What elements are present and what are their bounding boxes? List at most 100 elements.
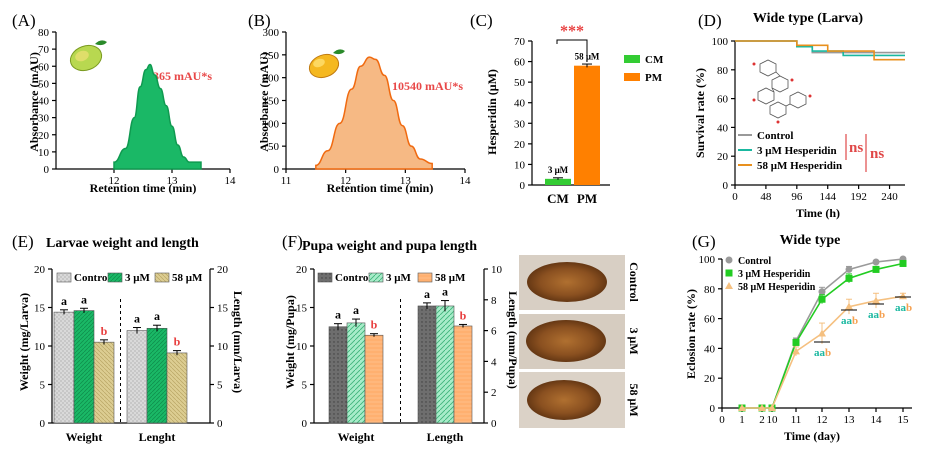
panel-d-label: (D) (698, 11, 722, 30)
panel-c-bar-cm (545, 178, 571, 185)
panel-e: (E) Larvae weight and length Weight (mg/… (12, 232, 245, 393)
panel-g-sig-letter: a (847, 315, 853, 327)
panel-d-xtick-label: 192 (850, 191, 867, 203)
panel-b-xtick-label: 13 (400, 175, 412, 187)
panel-e-sig-letter: a (81, 292, 87, 306)
panel-b-xlabel: Retention time (min) (327, 181, 434, 195)
panel-e-category-label: Weight (66, 430, 103, 444)
panel-e-sig-letter: b (101, 324, 108, 338)
panel-c-ytick-label: 60 (514, 57, 526, 69)
panel-g-ylabel: Eclosion rate (%) (684, 289, 698, 379)
panel-g-title: Wide type (780, 233, 841, 248)
panel-g-xlabel: Time (day) (784, 429, 840, 443)
panel-b-ytick-label: 250 (263, 50, 280, 62)
panel-d-ytick-label: 0 (723, 180, 729, 192)
panel-d-legend-label: 3 μM Hesperidin (757, 145, 837, 157)
panel-f-bar-length-0 (417, 305, 437, 424)
panel-f-ytick-right-label: 10 (491, 264, 503, 276)
pupa-photos: Control 3 μM 58 μM (519, 255, 641, 428)
panel-g-sig-letter: b (879, 309, 885, 321)
panel-a: (A) Absorbance (mAU) Retention time (min… (12, 11, 212, 195)
panel-a-ylabel: Absorbance (mAU) (27, 52, 41, 152)
panel-c-legend-swatch (624, 55, 640, 63)
panel-f-bar-weight-1 (346, 322, 366, 424)
pupa-label-3um: 3 μM (627, 327, 641, 354)
panel-d-xtick-label: 96 (791, 191, 803, 203)
panel-e-ytick-right-label: 5 (217, 380, 223, 392)
panel-f-legend-label: 3 μM (386, 272, 411, 284)
panel-g-sig-letters: aab (895, 302, 912, 314)
pupa-label-58um: 58 μM (627, 383, 641, 416)
panel-d-title: Wide type (Larva) (753, 11, 864, 26)
panel-a-xtick-label: 13 (167, 175, 179, 187)
panel-e-legend-label: Control (74, 272, 110, 284)
panel-a-peak-area (113, 63, 202, 170)
panel-a-ytick-label: 0 (44, 164, 50, 176)
panel-d-ytick-label: 60 (717, 94, 729, 106)
panel-d-xtick-label: 48 (760, 191, 772, 203)
panel-g-sig-letter: a (901, 302, 907, 314)
panel-f-ylabel: Weight (mg/Pupa) (283, 295, 297, 389)
panel-g-point (845, 265, 853, 273)
panel-g-legend-label: Control (738, 256, 771, 267)
panel-g-xtick-label: 10 (767, 414, 779, 426)
panel-e-ytick-label: 5 (40, 380, 46, 392)
panel-a-ytick-label: 30 (38, 113, 50, 125)
panel-g-label: (G) (692, 232, 716, 251)
panel-e-sig-letter: a (61, 294, 67, 308)
panel-a-ytick-label: 40 (38, 96, 50, 108)
panel-f-ytick-label: 5 (302, 380, 308, 392)
panel-a-annotation: 1365 mAU*s (147, 69, 212, 83)
panel-c: (C) Hesperidin (μM) *** (470, 11, 588, 155)
panel-f-category-label: Length (427, 430, 464, 444)
panel-e-title: Larvae weight and length (46, 236, 199, 251)
panel-c-legend-swatch (624, 73, 640, 81)
panel-a-ytick-label: 80 (38, 27, 50, 39)
panel-f-bar-length-2 (453, 325, 473, 424)
panel-c-ylabel: Hesperidin (μM) (485, 69, 499, 155)
panel-f-sig-letter: b (371, 318, 378, 332)
pupa-label-control: Control (627, 262, 641, 302)
panel-b-ytick-label: 100 (263, 118, 280, 130)
panel-a-xtick-label: 12 (109, 175, 120, 187)
panel-g-point (768, 404, 776, 411)
panel-b-xtick-label: 11 (281, 175, 292, 187)
panel-g-sig-letter: a (895, 302, 901, 314)
panel-e-bar-lenght-1 (146, 327, 168, 424)
panel-d-xtick-label: 0 (732, 191, 738, 203)
panel-g-xtick-label: 2 (759, 414, 765, 426)
panel-g-sig-letter: b (906, 302, 912, 314)
panel-f-ytick-right-label: 8 (491, 295, 497, 307)
panel-f-sig-letter: a (353, 303, 359, 317)
panel-a-label: (A) (12, 11, 36, 30)
panel-e-legend-swatch (154, 272, 170, 283)
panel-e-ylabel-right: Length (mm/Larva) (231, 291, 245, 393)
panel-f-legend-swatch (317, 272, 333, 283)
panel-b-ylabel: Absorbance (mAU) (257, 52, 271, 152)
panel-g-legend-marker (725, 282, 733, 289)
panel-b-ytick-label: 50 (268, 141, 280, 153)
panel-e-legend-label: 58 μM (172, 272, 203, 284)
panel-f-sig-letter: a (442, 285, 448, 299)
panel-g-sig-letter: a (874, 309, 880, 321)
panel-c-ytick-label: 70 (514, 36, 526, 48)
panel-g-point (818, 329, 826, 337)
panel-g-legend-label: 3 μM Hesperidin (738, 269, 811, 280)
panel-d-ytick-label: 20 (717, 151, 729, 163)
hesperidin-structure-icon (752, 59, 812, 124)
panel-e-ytick-label: 10 (34, 341, 46, 353)
panel-a-ytick-label: 10 (38, 147, 50, 159)
panel-e-bar-weight-1 (73, 310, 95, 424)
panel-c-bar-pm (574, 65, 600, 185)
panel-g-xtick-label: 14 (871, 414, 883, 426)
panel-c-category-label: CM (547, 191, 569, 206)
panel-g-xtick-label: 15 (898, 414, 910, 426)
panel-g-point (845, 274, 853, 282)
panel-g-ytick-label: 60 (704, 314, 716, 326)
panel-g-point (872, 296, 880, 304)
panel-b-xtick-label: 14 (460, 175, 472, 187)
panel-c-legend-label: PM (645, 72, 663, 84)
panel-f-legend-swatch (417, 272, 433, 283)
panel-f-bar-weight-0 (328, 326, 348, 424)
